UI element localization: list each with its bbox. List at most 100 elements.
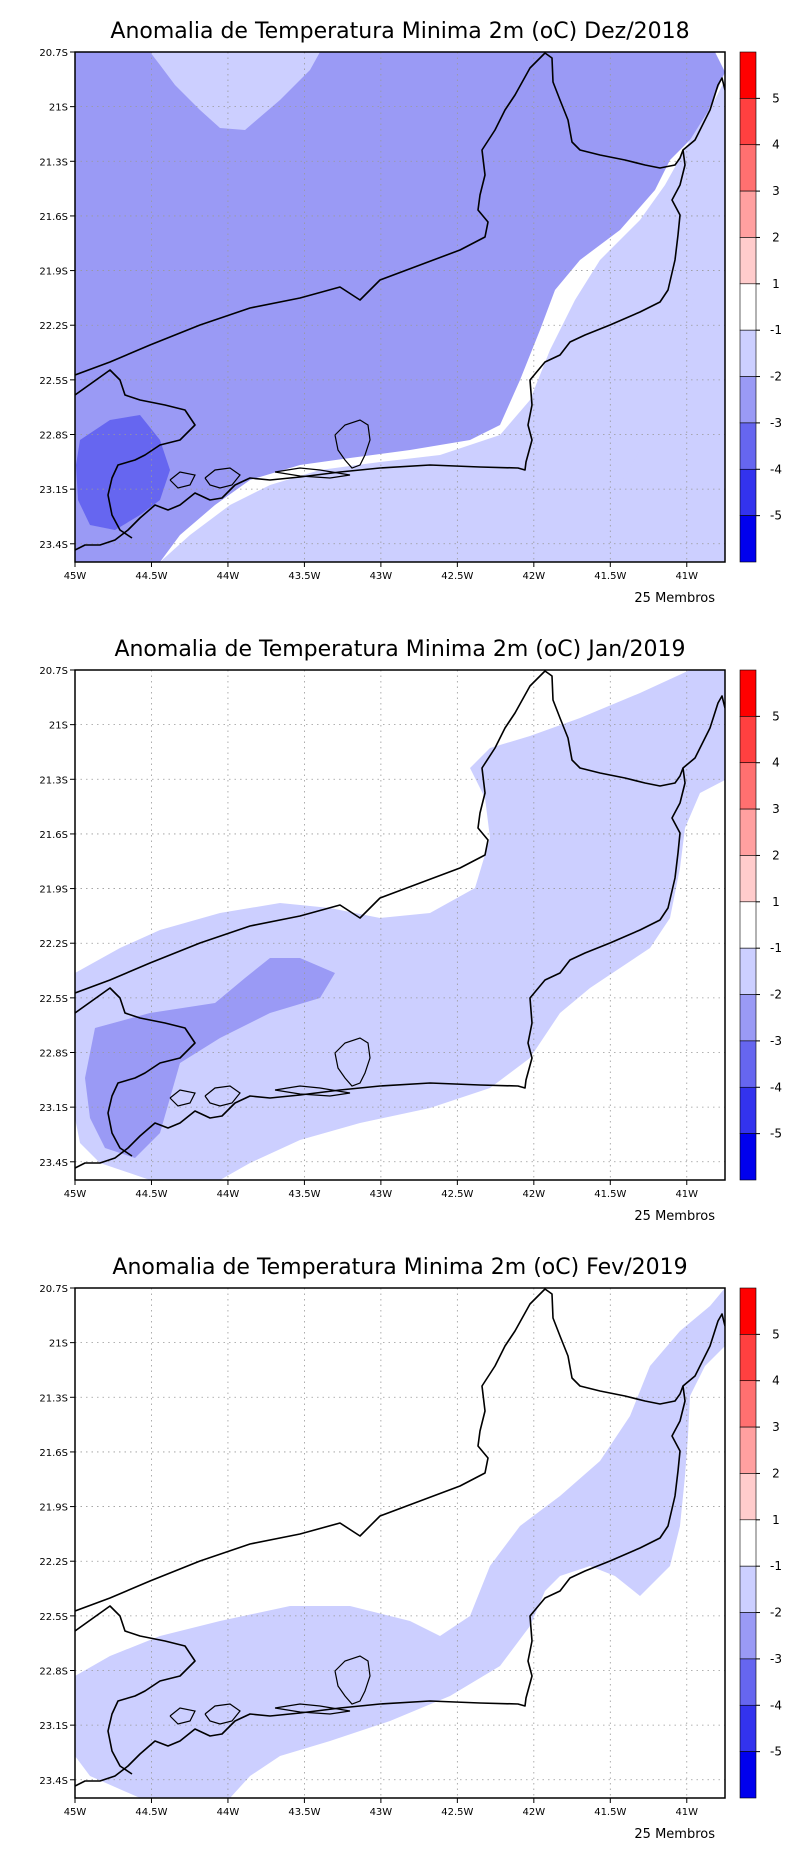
plot-frame	[74, 51, 726, 563]
coastline-detail	[334, 1037, 371, 1087]
colorbar-swatch	[739, 51, 757, 99]
coastline	[75, 767, 686, 1169]
lat-tick-label: 21.9S	[39, 885, 68, 896]
colorbar-swatch	[739, 762, 757, 810]
panel-fev-2019: Anomalia de Temperatura Minima 2m (oC) F…	[0, 1236, 800, 1854]
coastline	[75, 670, 725, 994]
lon-tick-label: 41.5W	[594, 1807, 626, 1818]
colorbar-label: -1	[770, 1559, 782, 1573]
colorbar-swatch	[739, 422, 757, 470]
colorbar-label: 3	[772, 1420, 780, 1434]
coastline-detail	[169, 471, 196, 489]
coastline-detail	[204, 1085, 241, 1107]
anomaly-fill-light	[150, 52, 320, 130]
lat-tick-label: 21.6S	[39, 830, 68, 841]
colorbar-swatch	[739, 376, 757, 424]
ensemble-members-label: 25 Membros	[634, 1209, 715, 1224]
lon-tick-label: 44.5W	[135, 1189, 167, 1200]
lon-tick-label: 45W	[64, 1807, 87, 1818]
colorbar-swatch	[739, 1086, 757, 1134]
colorbar-swatch	[739, 468, 757, 516]
coastline	[75, 1288, 725, 1612]
coastline	[75, 369, 196, 539]
lat-tick-label: 21.3S	[39, 775, 68, 786]
coastline-detail	[169, 1089, 196, 1107]
lat-tick-label: 23.1S	[39, 1721, 68, 1732]
colorbar-swatch	[739, 947, 757, 995]
coastline	[75, 1605, 196, 1775]
lat-tick-label: 21.9S	[39, 267, 68, 278]
colorbar-label: 2	[772, 1466, 780, 1480]
colorbar-swatch	[739, 1612, 757, 1660]
map-title: Anomalia de Temperatura Minima 2m (oC) J…	[114, 637, 685, 662]
colorbar-label: -4	[770, 1080, 782, 1094]
colorbar-label: -3	[770, 1652, 782, 1666]
ensemble-members-label: 25 Membros	[634, 591, 715, 606]
lon-tick-label: 44W	[217, 1189, 240, 1200]
colorbar-label: -5	[770, 1127, 782, 1141]
lon-tick-label: 41.5W	[594, 1189, 626, 1200]
colorbar-label: 5	[772, 1327, 780, 1341]
colorbar-label: 4	[772, 756, 780, 770]
colorbar-swatch	[739, 716, 757, 764]
lat-tick-label: 22.5S	[39, 994, 68, 1005]
lat-tick-label: 22.5S	[39, 376, 68, 387]
lat-tick-label: 21.6S	[39, 212, 68, 223]
colorbar-label: -5	[770, 1745, 782, 1759]
lon-tick-label: 42W	[523, 1189, 546, 1200]
lat-tick-label: 22.2S	[39, 321, 68, 332]
lat-tick-label: 22.2S	[39, 939, 68, 950]
lat-tick-label: 23.1S	[39, 1103, 68, 1114]
colorbar-label: -4	[770, 462, 782, 476]
colorbar-swatch	[739, 1287, 757, 1335]
lon-tick-label: 42.5W	[441, 1189, 473, 1200]
colorbar-label: 2	[772, 848, 780, 862]
coastline-detail	[204, 1703, 241, 1725]
anomaly-fill-light	[160, 80, 725, 562]
colorbar-swatch	[739, 1751, 757, 1799]
plot-area	[75, 52, 725, 562]
lat-tick-label: 23.4S	[39, 1776, 68, 1787]
colorbar-swatch	[739, 669, 757, 717]
lat-tick-label: 21.3S	[39, 157, 68, 168]
colorbar-label: 5	[772, 91, 780, 105]
coastline	[75, 987, 196, 1157]
colorbar-swatch	[739, 1704, 757, 1752]
coastline	[75, 1385, 686, 1787]
lat-tick-label: 21S	[49, 103, 68, 114]
map-fev-2019: Anomalia de Temperatura Minima 2m (oC) F…	[39, 1255, 782, 1842]
coastline-detail	[274, 1085, 351, 1097]
ensemble-members-label: 25 Membros	[634, 1827, 715, 1842]
lat-tick-label: 22.8S	[39, 1049, 68, 1060]
lon-tick-label: 43W	[370, 1189, 393, 1200]
coastline-detail	[334, 1655, 371, 1705]
lat-tick-label: 21.3S	[39, 1393, 68, 1404]
plot-frame	[74, 1287, 726, 1799]
coastline-detail	[169, 1707, 196, 1725]
colorbar-label: -1	[770, 941, 782, 955]
colorbar-swatch	[739, 98, 757, 146]
lon-tick-label: 43.5W	[288, 571, 320, 582]
lat-tick-label: 21.9S	[39, 1503, 68, 1514]
lat-tick-label: 22.2S	[39, 1557, 68, 1568]
lat-tick-label: 21S	[49, 721, 68, 732]
plot-area	[75, 1288, 725, 1798]
colorbar-swatch	[739, 237, 757, 285]
colorbar-swatch	[739, 1519, 757, 1567]
colorbar-label: -3	[770, 1034, 782, 1048]
lon-tick-label: 44W	[217, 571, 240, 582]
lat-tick-label: 23.4S	[39, 540, 68, 551]
lon-tick-label: 42W	[523, 1807, 546, 1818]
lon-tick-label: 44.5W	[135, 1807, 167, 1818]
lat-tick-label: 22.8S	[39, 431, 68, 442]
lat-tick-label: 21.6S	[39, 1448, 68, 1459]
colorbar-swatch	[739, 855, 757, 903]
colorbar-swatch	[739, 144, 757, 192]
plot-area	[75, 670, 725, 1180]
lon-tick-label: 42.5W	[441, 1807, 473, 1818]
anomaly-fill-medium	[75, 52, 725, 562]
lat-tick-label: 20.7S	[39, 48, 68, 59]
anomaly-fill-light	[75, 1288, 725, 1798]
colorbar-label: -2	[770, 988, 782, 1002]
lon-tick-label: 43.5W	[288, 1189, 320, 1200]
